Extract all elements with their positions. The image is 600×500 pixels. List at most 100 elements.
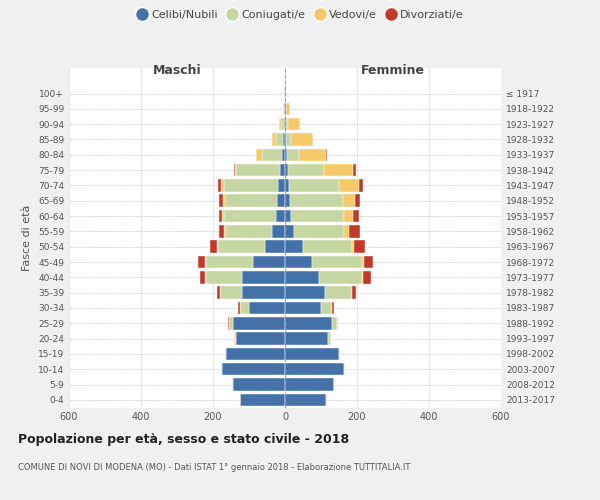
Bar (355, 240, 365, 253)
Bar (226, 348, 285, 360)
Bar (352, 240, 355, 253)
Bar (219, 210, 223, 222)
Bar (200, 271, 205, 283)
Bar (224, 225, 226, 237)
Bar (240, 394, 285, 406)
Bar (344, 210, 353, 222)
Bar (224, 210, 277, 222)
Bar (276, 133, 283, 146)
Bar (281, 118, 284, 130)
Bar (285, 363, 344, 376)
Bar (225, 348, 226, 360)
Bar (223, 210, 224, 222)
Bar (285, 240, 303, 253)
Bar (272, 225, 285, 237)
Bar (285, 317, 332, 330)
Bar (339, 179, 359, 192)
Bar (355, 194, 359, 207)
Bar (218, 179, 221, 192)
Bar (328, 332, 331, 345)
Bar (235, 332, 236, 345)
Bar (289, 179, 339, 192)
Bar (278, 179, 285, 192)
Bar (210, 240, 217, 253)
Bar (332, 317, 337, 330)
Bar (224, 179, 278, 192)
Bar (364, 256, 373, 268)
Bar (284, 88, 285, 100)
Bar (292, 133, 313, 146)
Bar (362, 271, 364, 283)
Bar (324, 164, 353, 176)
Bar (285, 394, 326, 406)
Bar (262, 148, 282, 161)
Bar (284, 118, 285, 130)
Bar (285, 102, 286, 115)
Bar (229, 317, 233, 330)
Bar (286, 118, 287, 130)
Text: COMUNE DI NOVI DI MODENA (MO) - Dati ISTAT 1° gennaio 2018 - Elaborazione TUTTIT: COMUNE DI NOVI DI MODENA (MO) - Dati IST… (18, 462, 410, 471)
Bar (236, 164, 280, 176)
Bar (277, 194, 285, 207)
Bar (312, 256, 362, 268)
Bar (303, 240, 352, 253)
Bar (285, 118, 286, 130)
Bar (285, 179, 289, 192)
Bar (285, 133, 286, 146)
Bar (256, 148, 262, 161)
Bar (217, 240, 218, 253)
Bar (286, 102, 290, 115)
Bar (219, 225, 224, 237)
Bar (280, 164, 285, 176)
Bar (339, 348, 340, 360)
Bar (220, 194, 223, 207)
Bar (364, 271, 371, 283)
Bar (240, 302, 249, 314)
Bar (285, 225, 294, 237)
Bar (228, 317, 229, 330)
Bar (236, 332, 285, 345)
Bar (359, 179, 363, 192)
Bar (272, 133, 276, 146)
Bar (205, 256, 206, 268)
Bar (226, 225, 272, 237)
Bar (294, 225, 344, 237)
Bar (299, 148, 326, 161)
Bar (283, 102, 284, 115)
Bar (326, 148, 327, 161)
Bar (221, 179, 224, 192)
Bar (285, 286, 325, 299)
Bar (221, 363, 222, 376)
Bar (285, 302, 321, 314)
Bar (343, 194, 355, 207)
Bar (285, 210, 292, 222)
Bar (325, 286, 352, 299)
Bar (242, 286, 285, 299)
Bar (353, 164, 356, 176)
Bar (284, 102, 285, 115)
Text: Maschi: Maschi (152, 64, 202, 78)
Bar (352, 286, 356, 299)
Bar (233, 164, 235, 176)
Bar (283, 133, 285, 146)
Bar (344, 225, 349, 237)
Bar (222, 363, 285, 376)
Bar (321, 302, 332, 314)
Bar (233, 317, 285, 330)
Bar (285, 348, 339, 360)
Bar (285, 164, 288, 176)
Bar (290, 194, 343, 207)
Bar (285, 332, 328, 345)
Bar (349, 225, 359, 237)
Bar (362, 256, 364, 268)
Bar (285, 378, 334, 391)
Bar (285, 148, 287, 161)
Bar (225, 194, 277, 207)
Bar (292, 210, 344, 222)
Bar (206, 256, 253, 268)
Text: Femmine: Femmine (361, 64, 425, 78)
Bar (233, 378, 285, 391)
Bar (332, 302, 334, 314)
Bar (198, 256, 205, 268)
Bar (287, 118, 300, 130)
